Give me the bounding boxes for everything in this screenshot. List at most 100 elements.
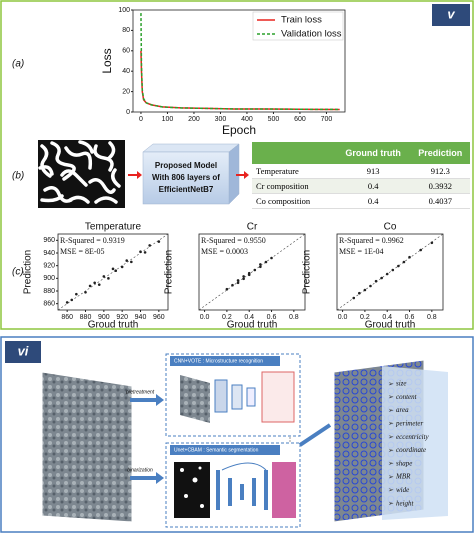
x-tick-label: 920 xyxy=(116,314,128,321)
table-cell: Co composition xyxy=(252,193,336,209)
point xyxy=(75,292,78,296)
feature-bullet: ➢ xyxy=(388,461,394,468)
table-cell: 0.4 xyxy=(335,193,411,209)
feature-item: height xyxy=(396,499,415,507)
panel-border xyxy=(0,0,474,330)
point xyxy=(408,255,411,259)
x-tick-label: 0.6 xyxy=(405,314,415,321)
point xyxy=(259,265,262,269)
annotation: R-Squared = 0.9550 xyxy=(201,236,266,245)
step-label: pretreatment xyxy=(125,389,155,395)
y-tick-label: 60 xyxy=(122,48,130,55)
point xyxy=(247,271,251,275)
y-tick-label: 100 xyxy=(118,7,130,14)
x-tick-label: 0 xyxy=(139,116,143,123)
model-text: Proposed Model xyxy=(155,161,217,170)
model-box xyxy=(142,143,240,205)
x-axis-label: Groud truth xyxy=(88,320,139,331)
y-axis-label: Prediction xyxy=(23,250,34,294)
feature-bullet: ➢ xyxy=(388,487,394,494)
point xyxy=(430,241,434,245)
x-tick-label: 600 xyxy=(294,116,306,123)
x-tick-label: 0.0 xyxy=(200,314,210,321)
annotation: R-Squared = 0.9319 xyxy=(60,236,125,245)
x-axis-label: Epoch xyxy=(222,123,256,137)
sub-label: (b) xyxy=(12,171,24,182)
y-tick-label: 880 xyxy=(43,288,55,295)
feature-bullet: ➢ xyxy=(388,474,394,481)
point xyxy=(419,248,422,252)
point xyxy=(102,275,106,278)
point xyxy=(380,276,383,280)
model-text: EfficientNetB7 xyxy=(159,185,214,194)
table-cell: 0.3932 xyxy=(410,178,470,194)
x-tick-label: 860 xyxy=(61,314,73,321)
point xyxy=(374,279,378,283)
point xyxy=(84,290,87,294)
point xyxy=(391,268,395,272)
point xyxy=(236,281,240,285)
feature-item: coordinate xyxy=(396,446,426,454)
legend-label: Validation loss xyxy=(281,29,342,40)
point xyxy=(264,260,268,264)
arrow-head xyxy=(244,171,249,179)
feature-item: perimeter xyxy=(395,420,423,428)
point xyxy=(125,259,129,262)
point xyxy=(130,260,133,264)
sub-label: (c) xyxy=(12,267,24,278)
x-tick-label: 100 xyxy=(162,116,174,123)
point xyxy=(143,251,147,254)
point xyxy=(236,279,240,282)
y-tick-label: 920 xyxy=(43,263,55,270)
chart-title: Temperature xyxy=(85,222,142,233)
table-cell: 913 xyxy=(335,164,411,179)
panel-label: v xyxy=(447,6,455,21)
feature-bullet: ➢ xyxy=(388,434,394,441)
feature-item: wide xyxy=(396,486,409,494)
model-text: With 806 layers of xyxy=(152,173,220,182)
feature-item: shape xyxy=(396,459,412,467)
feature-item: content xyxy=(396,393,418,401)
x-tick-label: 400 xyxy=(241,116,253,123)
y-tick-label: 960 xyxy=(43,237,55,244)
point xyxy=(139,250,142,254)
table-cell: Temperature xyxy=(252,164,336,179)
point xyxy=(120,265,124,269)
y-axis-label: Prediction xyxy=(164,250,175,294)
x-tick-label: 200 xyxy=(188,116,200,123)
table-cell: Cr composition xyxy=(252,178,336,194)
y-tick-label: 940 xyxy=(43,250,55,257)
x-axis-label: Groud truth xyxy=(227,320,278,331)
table-cell: 0.4 xyxy=(335,178,411,194)
microstructure-image xyxy=(38,140,125,208)
y-tick-label: 0 xyxy=(126,109,130,116)
y-tick-label: 860 xyxy=(43,301,55,308)
result-table: Ground truth Prediction Temperature 913 912.… xyxy=(252,142,470,209)
y-axis-label: Prediction xyxy=(302,250,313,294)
feature-item: size xyxy=(396,380,407,388)
panel-border xyxy=(0,336,474,533)
point xyxy=(148,244,151,247)
x-tick-label: 900 xyxy=(98,314,110,321)
feature-item: area xyxy=(396,406,409,414)
annotation: MSE = 8E-05 xyxy=(60,247,105,256)
point xyxy=(402,260,406,264)
point xyxy=(242,275,245,278)
table-cell: 912.3 xyxy=(410,164,470,179)
header-cell xyxy=(252,142,336,164)
header-cell: Ground truth xyxy=(335,142,411,164)
point xyxy=(88,284,92,288)
y-axis-label: Loss xyxy=(100,48,114,73)
module-title: CNN+VOTE : Microstructure recognition xyxy=(174,358,263,364)
point xyxy=(231,283,234,287)
x-tick-label: 300 xyxy=(215,116,227,123)
point xyxy=(157,240,161,243)
point xyxy=(225,287,229,291)
feature-bullet: ➢ xyxy=(388,501,394,508)
point xyxy=(385,272,389,276)
feature-bullet: ➢ xyxy=(388,407,394,414)
plot-frame xyxy=(132,9,346,113)
point xyxy=(369,284,372,288)
y-tick-label: 900 xyxy=(43,275,55,282)
point xyxy=(363,288,367,292)
